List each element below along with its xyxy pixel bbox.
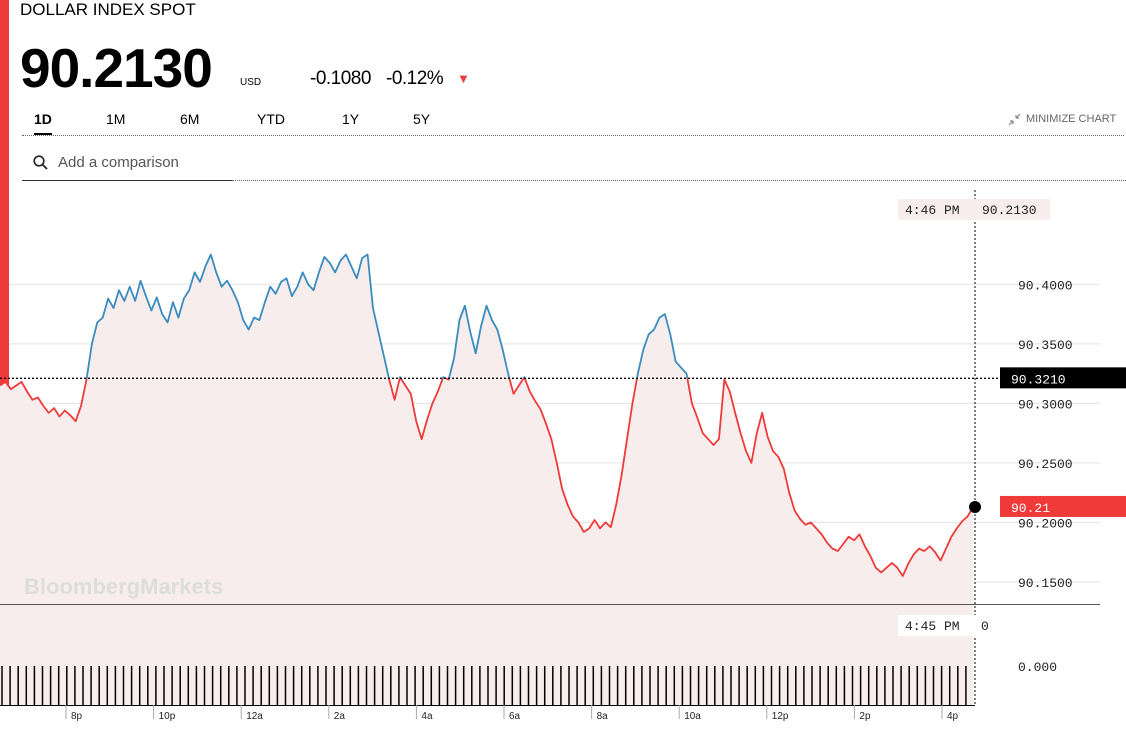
price-line-segment (85, 253, 390, 379)
crosshair-tooltip-top: 4:46 PM 90.2130 (898, 199, 1050, 220)
volume-bars (1, 666, 967, 705)
comparison-input[interactable] (58, 154, 228, 171)
y-tick-label: 90.1500 (1018, 576, 1073, 591)
x-axis: 8p 10p 12a 2a 4a 6a 8a 10a 12p 2p 4p (65, 705, 959, 722)
y-tick-label: 90.2000 (1018, 516, 1073, 531)
volume-axis-label: 0.000 (1018, 660, 1057, 675)
y-tick-label: 90.2500 (1018, 457, 1073, 472)
x-tick-label: 4a (421, 711, 433, 722)
tooltip-bottom-value: 0 (981, 619, 989, 634)
area-fill (0, 254, 973, 604)
x-tick-label: 10a (684, 711, 701, 722)
currency-label: USD (240, 77, 262, 88)
price-line-segment (523, 378, 638, 533)
price-line-segment (400, 377, 444, 440)
comparison-search (22, 145, 232, 181)
price-line-segment (508, 377, 525, 395)
timeframe-tabs: 1D 1M 6M YTD 1Y 5Y (22, 108, 1124, 136)
x-tick-label: 4p (947, 711, 959, 722)
accent-bar (0, 0, 9, 402)
price-line-segment (636, 313, 689, 379)
x-tick-label: 12p (772, 711, 789, 722)
x-tick-label: 2a (334, 711, 346, 722)
watermark-logo: BloombergMarkets (24, 574, 223, 599)
minimize-icon (1008, 113, 1021, 125)
price-line-segment (0, 378, 88, 423)
y-tick-label: 90.3500 (1018, 338, 1073, 353)
down-arrow-icon: ▼ (457, 71, 470, 86)
last-price-value: 90.21 (1011, 501, 1050, 516)
tab-1m[interactable]: 1M (106, 111, 126, 127)
price-line-segment (686, 378, 974, 577)
price-change: -0.1080 (310, 68, 371, 89)
tab-1d[interactable]: 1D (34, 111, 52, 135)
tab-6m[interactable]: 6M (180, 111, 200, 127)
last-price-label: 90.21 (1000, 495, 1126, 517)
previous-close-label: 90.3210 (1000, 367, 1126, 389)
price-change-percent: -0.12% (386, 68, 444, 89)
page-title: DOLLAR INDEX SPOT (20, 0, 196, 19)
price-line-segment (448, 304, 511, 379)
minimize-chart-button[interactable]: MINIMIZE CHART (1008, 112, 1116, 126)
search-icon (33, 155, 48, 170)
x-tick-label: 12a (246, 711, 263, 722)
tab-ytd[interactable]: YTD (257, 111, 285, 127)
x-tick-label: 8a (597, 711, 609, 722)
y-axis: 90.4000 90.3500 90.3000 90.2500 90.2000 90.15… (1018, 278, 1073, 591)
crosshair-tooltip-bottom: 4:45 PM 0 (898, 615, 995, 636)
x-tick-label: 10p (159, 711, 176, 722)
x-tick-label: 8p (71, 711, 83, 722)
tooltip-value: 90.2130 (982, 203, 1037, 218)
previous-close-value: 90.3210 (1011, 372, 1066, 387)
y-tick-label: 90.4000 (1018, 278, 1073, 293)
y-tick-label: 90.3000 (1018, 397, 1073, 412)
tooltip-time: 4:46 PM (905, 203, 960, 218)
header-divider (232, 180, 1126, 181)
price-value: 90.2130 (20, 37, 213, 99)
tab-5y[interactable]: 5Y (413, 111, 431, 127)
tooltip-bottom-time: 4:45 PM (905, 619, 960, 634)
x-tick-label: 6a (509, 711, 521, 722)
last-price-dot (969, 500, 981, 513)
tab-1y[interactable]: 1Y (342, 111, 360, 127)
minimize-chart-label: MINIMIZE CHART (1026, 113, 1117, 125)
x-tick-label: 2p (859, 711, 871, 722)
volume-panel (0, 605, 973, 705)
